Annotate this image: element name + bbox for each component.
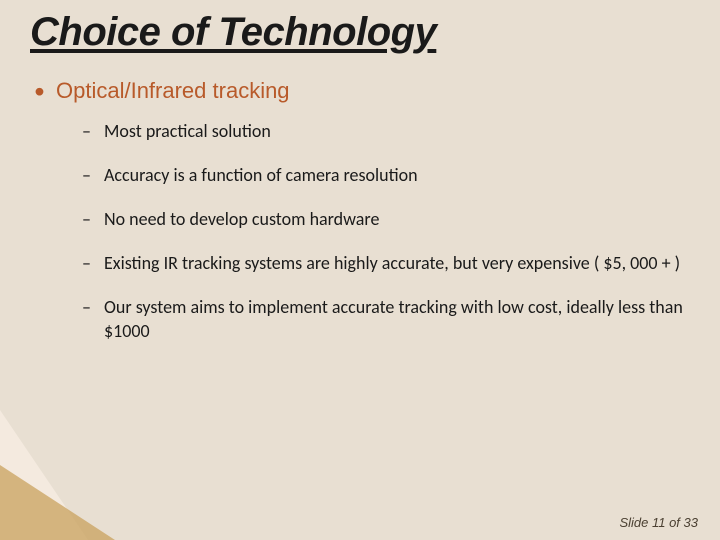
bullet-list-level2: Most practical solution Accuracy is a fu… (56, 119, 690, 343)
bullet-list-level1: Optical/Infrared tracking Most practical… (30, 77, 690, 343)
list-item: Optical/Infrared tracking Most practical… (32, 77, 690, 343)
level1-heading: Optical/Infrared tracking (56, 78, 290, 103)
slide: Choice of Technology Optical/Infrared tr… (0, 0, 720, 540)
slide-title: Choice of Technology (30, 10, 690, 55)
list-item: Most practical solution (82, 119, 690, 143)
list-item: Our system aims to implement accurate tr… (82, 295, 690, 343)
list-item: No need to develop custom hardware (82, 207, 690, 231)
list-item: Accuracy is a function of camera resolut… (82, 163, 690, 187)
list-item: Existing IR tracking systems are highly … (82, 251, 690, 275)
corner-decoration (0, 410, 120, 540)
slide-number: Slide 11 of 33 (619, 515, 698, 530)
